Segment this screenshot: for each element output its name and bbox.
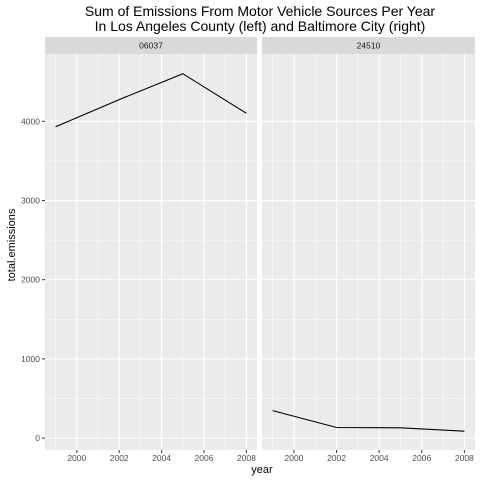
y-tick-label: 1000 bbox=[21, 354, 40, 364]
y-tick-label: 0 bbox=[35, 433, 40, 443]
panel-2-strip-label: 24510 bbox=[357, 41, 381, 51]
panel-2-series-line bbox=[272, 410, 465, 432]
panel-1-x-tick-label: 2006 bbox=[195, 453, 214, 463]
panel-2-strip bbox=[262, 37, 475, 54]
panel-1-series-line bbox=[55, 73, 247, 128]
panel-1-strip bbox=[45, 37, 257, 54]
panel-1-x-tick-label: 2004 bbox=[152, 453, 171, 463]
panel-1-x-tick-label: 2000 bbox=[67, 453, 86, 463]
panel-2-x-tick-label: 2000 bbox=[284, 453, 303, 463]
y-tick-label: 4000 bbox=[21, 116, 40, 126]
y-tick-label: 2000 bbox=[21, 275, 40, 285]
panel-2-x-tick-label: 2008 bbox=[455, 453, 474, 463]
facet-panels: 06037 2000 2002 2004 2006 2008 0 1000 2000 3000 40… bbox=[21, 37, 475, 463]
panel-1-x-tick-label: 2002 bbox=[110, 453, 129, 463]
x-axis-title: year bbox=[251, 464, 273, 476]
y-tick-label: 3000 bbox=[21, 196, 40, 206]
chart-title-line2: In Los Angeles County (left) and Baltimo… bbox=[95, 18, 426, 34]
y-axis-title: total.emissions bbox=[6, 208, 18, 281]
panel-2-x-tick-label: 2006 bbox=[412, 453, 431, 463]
panel-2-x-tick-label: 2002 bbox=[327, 453, 346, 463]
panel-1-background bbox=[45, 54, 257, 450]
panel-2-background bbox=[262, 54, 475, 450]
panel-1-strip-label: 06037 bbox=[139, 41, 163, 51]
chart-title-line1: Sum of Emissions From Motor Vehicle Sour… bbox=[85, 3, 435, 19]
panel-1-x-tick-label: 2008 bbox=[237, 453, 256, 463]
panel-2-x-tick-label: 2004 bbox=[370, 453, 389, 463]
